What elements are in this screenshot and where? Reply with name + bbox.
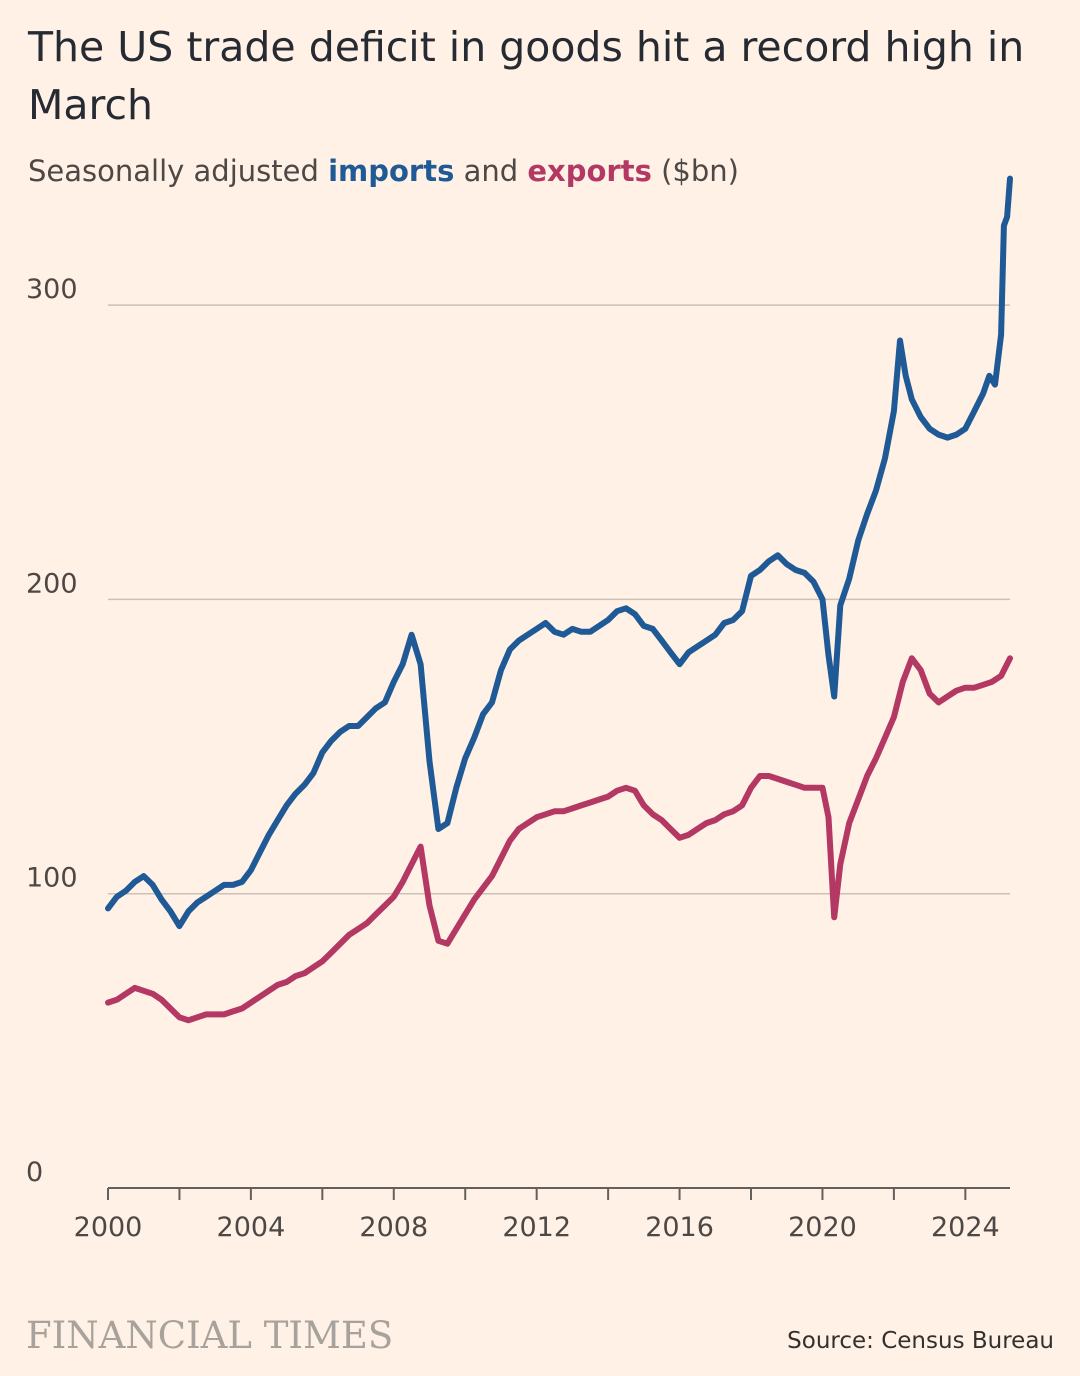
subtitle-prefix: Seasonally adjusted: [28, 154, 329, 188]
gridlines: [108, 304, 1010, 895]
x-tick-label: 2024: [931, 1212, 1000, 1243]
y-tick-label: 300: [26, 274, 78, 305]
x-tick-label: 2020: [788, 1212, 857, 1243]
series-lines: [105, 175, 1013, 1024]
chart-subtitle: Seasonally adjusted imports and exports …: [28, 150, 739, 192]
y-tick-label: 0: [26, 1157, 43, 1188]
x-tick-label: 2000: [74, 1212, 143, 1243]
y-axis-labels: 0 100 200 300: [26, 274, 78, 1188]
chart-title: The US trade deficit in goods hit a reco…: [28, 23, 1025, 129]
x-tick-label: 2008: [359, 1212, 428, 1243]
x-axis: 2000 2004 2008 2012 2016 2020 2024: [74, 1187, 1010, 1243]
ft-logo: FINANCIAL TIMES: [26, 1314, 394, 1357]
source-note: Source: Census Bureau: [787, 1328, 1054, 1354]
exports-line: [105, 655, 1013, 1024]
subtitle-middle: and: [454, 154, 528, 188]
subtitle-suffix: ($bn): [651, 154, 739, 188]
imports-line: [105, 175, 1013, 930]
x-tick-label: 2004: [217, 1212, 286, 1243]
x-tick-label: 2016: [645, 1212, 714, 1243]
subtitle-exports-key: exports: [527, 154, 652, 188]
y-tick-label: 200: [26, 568, 78, 599]
x-tick-label: 2012: [502, 1212, 571, 1243]
subtitle-imports-key: imports: [328, 154, 455, 188]
y-tick-label: 100: [26, 863, 78, 894]
